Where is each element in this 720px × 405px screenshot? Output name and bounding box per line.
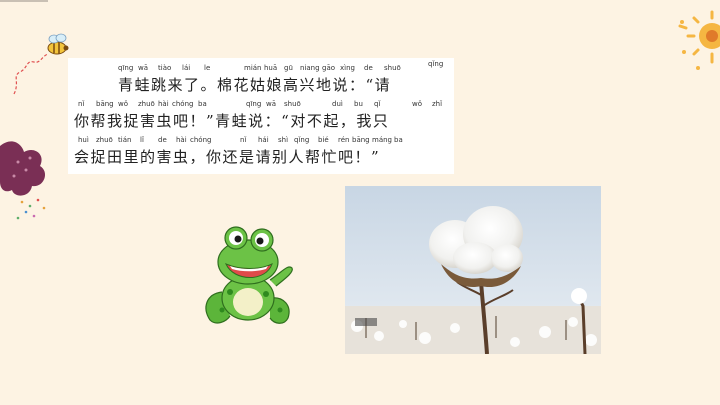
pinyin: wā [138,64,149,72]
pinyin: máng [372,136,392,144]
pinyin: shì [278,136,289,144]
pinyin: nǐ [78,100,85,108]
hanzi-text: 你帮我捉害虫吧！”青蛙说：“对不起，我只 [74,112,390,130]
pinyin: shuō [384,64,401,72]
pinyin: zhuō [138,100,155,108]
pinyin: le [204,64,211,72]
pinyin: wā [266,100,277,108]
pinyin: tiào [158,64,172,72]
pinyin: huì [78,136,89,144]
pinyin: bāng [96,100,114,108]
pinyin: gū [284,64,293,72]
pinyin: wǒ [412,100,423,108]
pinyin: qīng [118,64,134,72]
pinyin: bāng [352,136,370,144]
cotton-photo [345,186,601,354]
pinyin: mián [244,64,262,72]
pinyin: ba [394,136,403,144]
pinyin: duì [332,100,343,108]
pinyin: xìng [340,64,355,72]
story-line-3: huì zhuō tián lǐ de hài chóng nǐ hái shì… [68,136,454,170]
pinyin: bié [318,136,329,144]
pinyin: lái [182,64,191,72]
pinyin: niang [300,64,320,72]
pinyin: tián [118,136,132,144]
story-text-panel: qīng wā tiào lái le mián huā gū niang gā… [68,58,454,174]
pinyin: shuō [284,100,301,108]
pinyin: nǐ [240,136,247,144]
pinyin: hài [176,136,187,144]
story-line-2: nǐ bāng wǒ zhuō hài chóng ba qīng wā shu… [68,100,454,134]
pinyin: wǒ [118,100,129,108]
pinyin: de [158,136,167,144]
pinyin: lǐ [140,136,144,144]
pinyin: zhǐ [432,100,443,108]
flower-icon [0,141,46,220]
pinyin: gāo [322,64,336,72]
frog-illustration [205,226,293,324]
bee-icon [13,33,69,95]
pinyin: chóng [172,100,194,108]
hanzi-text: 会捉田里的害虫，你还是请别人帮忙吧！” [74,148,381,166]
pinyin: rén [338,136,350,144]
top-divider [0,0,48,2]
story-line-1: qīng wā tiào lái le mián huā gū niang gā… [68,60,454,98]
pinyin: huā [264,64,278,72]
sun-icon [678,10,720,70]
pinyin: de [364,64,373,72]
pinyin: qǐng [294,136,310,144]
pinyin: qǐng [428,60,444,68]
pinyin: hái [258,136,269,144]
pinyin: ba [198,100,207,108]
pinyin: qīng [246,100,262,108]
pinyin: zhuō [96,136,113,144]
hanzi-text: 青蛙跳来了。棉花姑娘高兴地说：“请 [118,76,392,94]
pinyin: qǐ [374,100,381,108]
pinyin: chóng [190,136,212,144]
pinyin: bu [354,100,363,108]
pinyin: hài [158,100,169,108]
